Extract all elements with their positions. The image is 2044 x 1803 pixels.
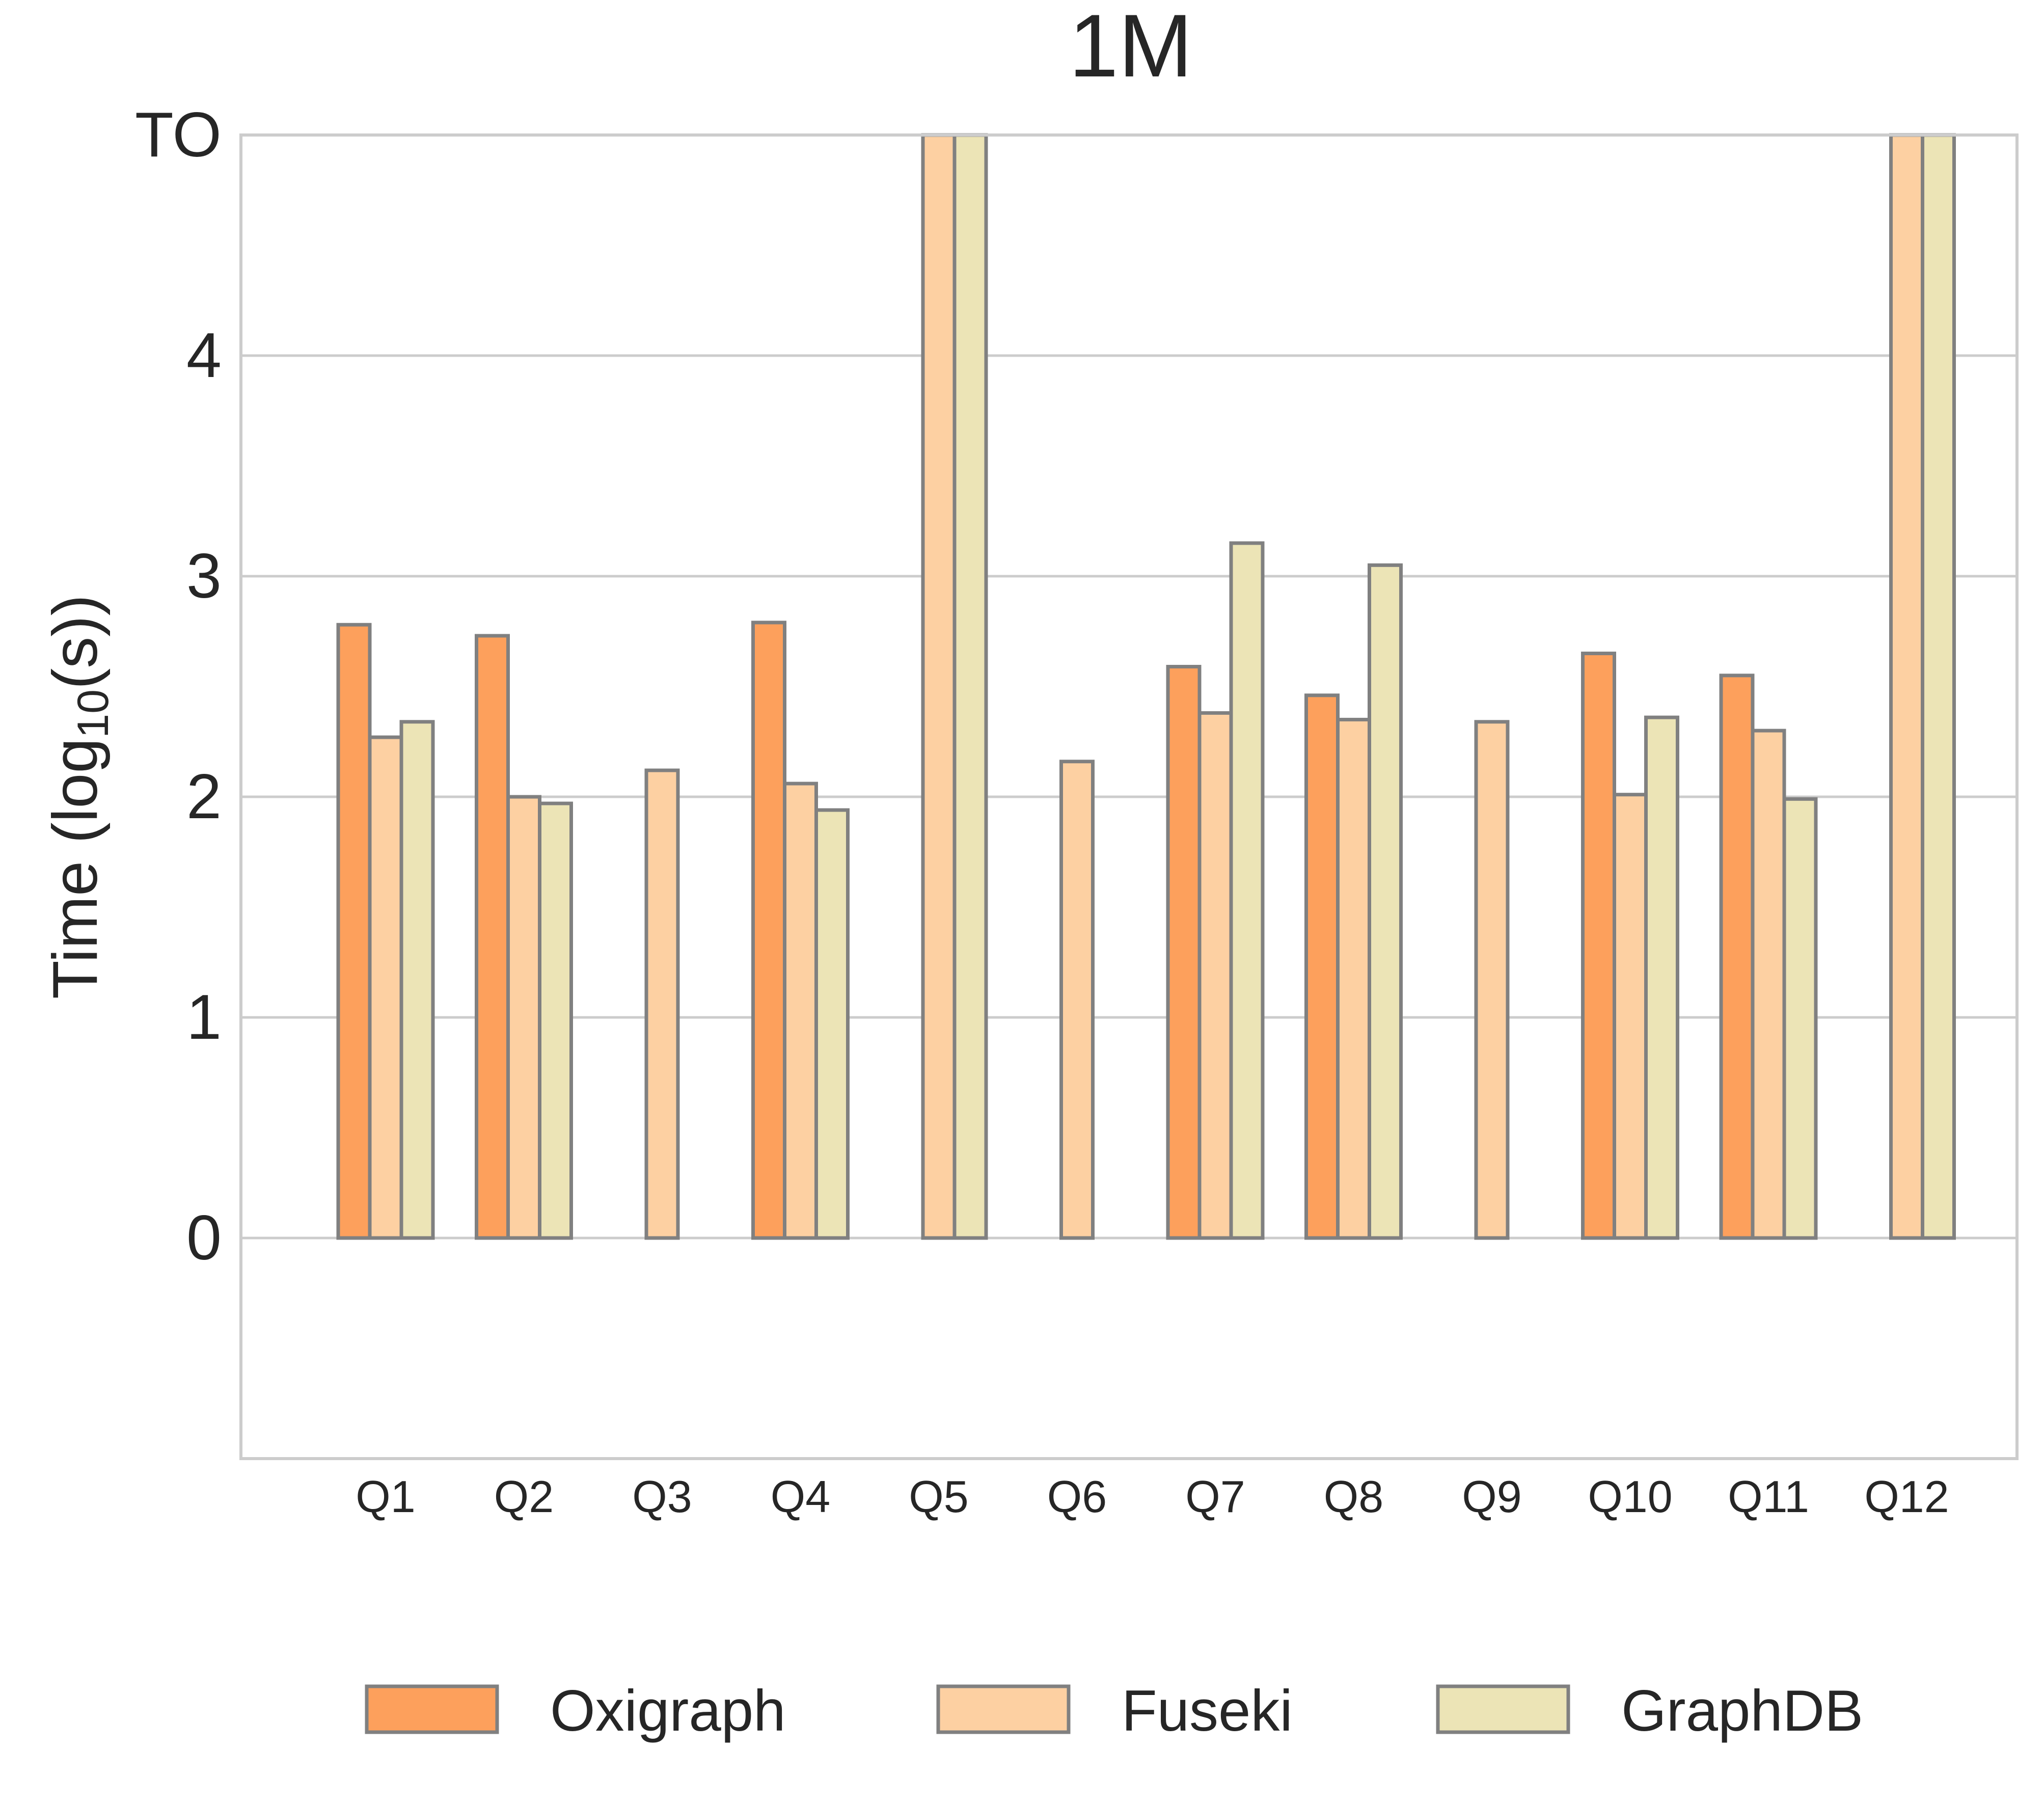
bar-fuseki-q6 [1059, 760, 1095, 1240]
legend-swatch-fuseki [936, 1684, 1071, 1734]
x-tick-label: Q2 [494, 1471, 554, 1522]
y-axis-label-subscript: 10 [69, 689, 118, 738]
bar-graphdb-q4 [814, 808, 850, 1240]
bar-oxigraph-q10 [1581, 652, 1616, 1240]
bar-oxigraph-q4 [751, 621, 786, 1240]
x-tick-label: Q11 [1728, 1471, 1809, 1522]
x-axis-ticks: Q1 Q2 Q3 Q4 Q5 Q6 Q7 Q8 Q9 Q10 Q11 Q12 [356, 1471, 1949, 1522]
x-tick-label: Q5 [909, 1471, 968, 1522]
bar-graphdb-q7 [1229, 541, 1265, 1240]
bar-graphdb-q11 [1782, 797, 1818, 1240]
y-axis-label: Time (log10(s)) [40, 595, 118, 999]
bar-graphdb-q8 [1368, 563, 1403, 1240]
legend-swatch-oxigraph [365, 1684, 499, 1734]
bar-fuseki-q4 [783, 782, 818, 1240]
bar-oxigraph-q1 [336, 623, 372, 1240]
bars [336, 133, 1956, 1240]
y-tick-label: 1 [186, 982, 222, 1053]
bar-fuseki-q12 [1889, 133, 1924, 1240]
y-axis-label-prefix: Time (log [40, 738, 111, 999]
y-tick-label: 2 [186, 762, 222, 832]
legend-label-oxigraph: Oxigraph [550, 1679, 786, 1743]
legend-swatch-graphdb [1436, 1684, 1570, 1734]
bar-fuseki-q3 [644, 768, 680, 1240]
y-tick-label: 4 [186, 320, 222, 391]
x-tick-label: Q12 [1864, 1471, 1949, 1522]
bar-fuseki-q5 [921, 133, 957, 1240]
bar-graphdb-q2 [538, 801, 573, 1240]
bar-oxigraph-q8 [1304, 693, 1340, 1240]
bar-fuseki-q9 [1474, 720, 1510, 1240]
chart-title: 1M [1069, 0, 1192, 96]
bar-oxigraph-q7 [1166, 665, 1202, 1240]
bar-fuseki-q7 [1197, 711, 1233, 1240]
bar-oxigraph-q11 [1719, 674, 1755, 1240]
y-tick-label: 0 [186, 1203, 222, 1273]
bar-fuseki-q1 [368, 735, 403, 1240]
x-tick-label: Q7 [1185, 1471, 1245, 1522]
x-tick-label: Q1 [356, 1471, 415, 1522]
x-tick-label: Q3 [632, 1471, 692, 1522]
bar-graphdb-q12 [1921, 133, 1956, 1240]
x-tick-label: Q6 [1047, 1471, 1107, 1522]
x-tick-label: Q9 [1462, 1471, 1521, 1522]
x-tick-label: Q8 [1324, 1471, 1383, 1522]
bar-graphdb-q5 [952, 133, 988, 1240]
bar-graphdb-q10 [1644, 715, 1679, 1240]
y-tick-label: TO [135, 100, 222, 170]
y-axis-ticks: 0 1 2 3 4 TO [135, 100, 222, 1273]
y-tick-label: 3 [186, 541, 222, 611]
plot-area-frame [239, 133, 2019, 1460]
bar-fuseki-q2 [506, 795, 541, 1240]
legend-label-graphdb: GraphDB [1621, 1679, 1863, 1743]
x-tick-label: Q10 [1588, 1471, 1672, 1522]
y-axis-label-suffix: (s)) [40, 595, 111, 689]
legend-label-fuseki: Fuseki [1122, 1679, 1293, 1743]
bar-fuseki-q8 [1336, 717, 1371, 1240]
x-tick-label: Q4 [771, 1471, 830, 1522]
legend: Oxigraph Fuseki GraphDB [365, 1679, 1863, 1743]
bar-graphdb-q1 [399, 720, 435, 1240]
bar-oxigraph-q2 [475, 634, 510, 1240]
bar-fuseki-q10 [1613, 793, 1648, 1240]
bar-fuseki-q11 [1751, 729, 1786, 1240]
